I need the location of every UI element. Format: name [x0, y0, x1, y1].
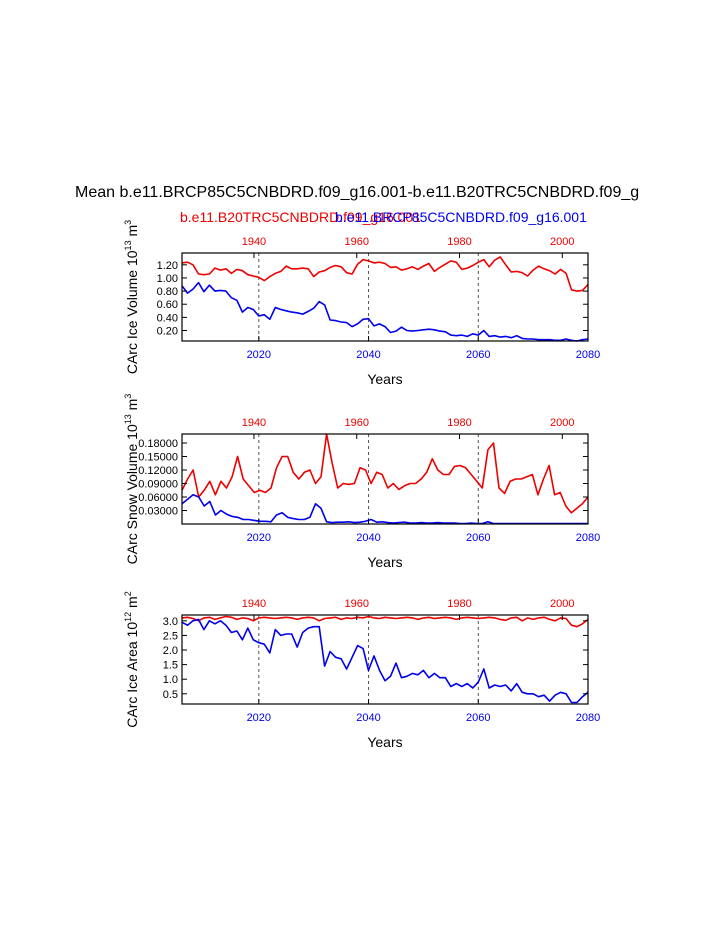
x-tick-label-bottom: 2080: [576, 349, 600, 361]
x-tick-label-top: 1940: [242, 598, 266, 610]
panel-3: 0.5 1.0 1.5 2.0 2.5 3.0 2020 2040 2060 2080 1940 19…: [123, 591, 600, 750]
x-tick-label-bottom: 2040: [356, 349, 380, 361]
x-tick-label-top: 1980: [447, 236, 471, 248]
x-tick-label-top: 1940: [242, 417, 266, 429]
y-axis-label: CArc Ice Volume 1013 m3: [123, 220, 140, 374]
x-tick-label-bottom: 2020: [247, 349, 271, 361]
x-axis-label: Years: [367, 734, 402, 750]
series-line-blue: [181, 618, 589, 704]
x-tick-label-top: 1960: [344, 236, 368, 248]
y-tick-label: 0.60: [157, 299, 178, 311]
y-tick-label: 0.5: [163, 689, 178, 701]
legend-red-label: b.e11.B20TRC5CNBDRD.f09_g16.001: [180, 209, 421, 225]
x-tick-label-top: 1960: [344, 417, 368, 429]
x-tick-label-top: 2000: [550, 236, 574, 248]
y-axis-label: CArc Snow Volume 1013 m3: [123, 394, 140, 565]
y-tick-label: 0.03000: [138, 506, 178, 518]
y-tick-label: 2.5: [163, 630, 178, 642]
y-tick-label: 1.0: [163, 674, 178, 686]
y-tick-label: 0.15000: [138, 452, 178, 464]
x-tick-label-bottom: 2060: [466, 712, 490, 724]
x-tick-label-bottom: 2080: [576, 532, 600, 544]
x-tick-label-top: 1940: [242, 236, 266, 248]
y-tick-label: 0.18000: [138, 438, 178, 450]
x-tick-label-top: 2000: [550, 417, 574, 429]
y-tick-label: 0.09000: [138, 479, 178, 491]
plot-frame: [181, 614, 589, 705]
x-tick-label-bottom: 2020: [247, 532, 271, 544]
y-axis-label: CArc Ice Area 1012 m2: [123, 591, 140, 727]
y-tick-label: 0.12000: [138, 465, 178, 477]
panel-1: 0.200.400.600.801.001.20 2020 2040 2060 2080…: [123, 220, 600, 387]
series-line-blue: [181, 281, 589, 342]
series-line-blue: [181, 493, 588, 525]
x-tick-label-bottom: 2020: [247, 712, 271, 724]
x-axis-label: Years: [367, 371, 402, 387]
x-tick-label-bottom: 2080: [576, 712, 600, 724]
y-tick-label: 1.5: [163, 660, 178, 672]
x-tick-label-top: 2000: [550, 598, 574, 610]
y-tick-label: 3.0: [163, 616, 178, 628]
series-line-red: [181, 433, 589, 514]
x-tick-label-bottom: 2060: [466, 349, 490, 361]
figure-title: Mean b.e11.BRCP85C5CNBDRD.f09_g16.001-b.…: [75, 184, 639, 201]
series-line-red: [181, 256, 589, 292]
plot-frame: [181, 433, 589, 525]
legend-blue-label: b.e11.BRCP85C5CNBDRD.f09_g16.001: [335, 209, 587, 225]
series-line-red: [181, 615, 589, 628]
x-tick-label-top: 1980: [447, 417, 471, 429]
y-tick-label: 0.06000: [138, 492, 178, 504]
plot-frame: [181, 252, 589, 342]
x-axis-label: Years: [367, 554, 402, 570]
y-tick-label: 1.20: [157, 260, 178, 272]
x-tick-label-bottom: 2040: [356, 532, 380, 544]
y-tick-label: 0.80: [157, 286, 178, 298]
y-tick-label: 2.0: [163, 645, 178, 657]
x-tick-label-top: 1980: [447, 598, 471, 610]
panels: 0.200.400.600.801.001.20 2020 2040 2060 2080…: [123, 220, 600, 750]
y-tick-label: 1.00: [157, 273, 178, 285]
y-tick-label: 0.40: [157, 312, 178, 324]
x-tick-label-top: 1960: [344, 598, 368, 610]
x-tick-label-bottom: 2040: [356, 712, 380, 724]
y-tick-label: 0.20: [157, 325, 178, 337]
x-tick-label-bottom: 2060: [466, 532, 490, 544]
